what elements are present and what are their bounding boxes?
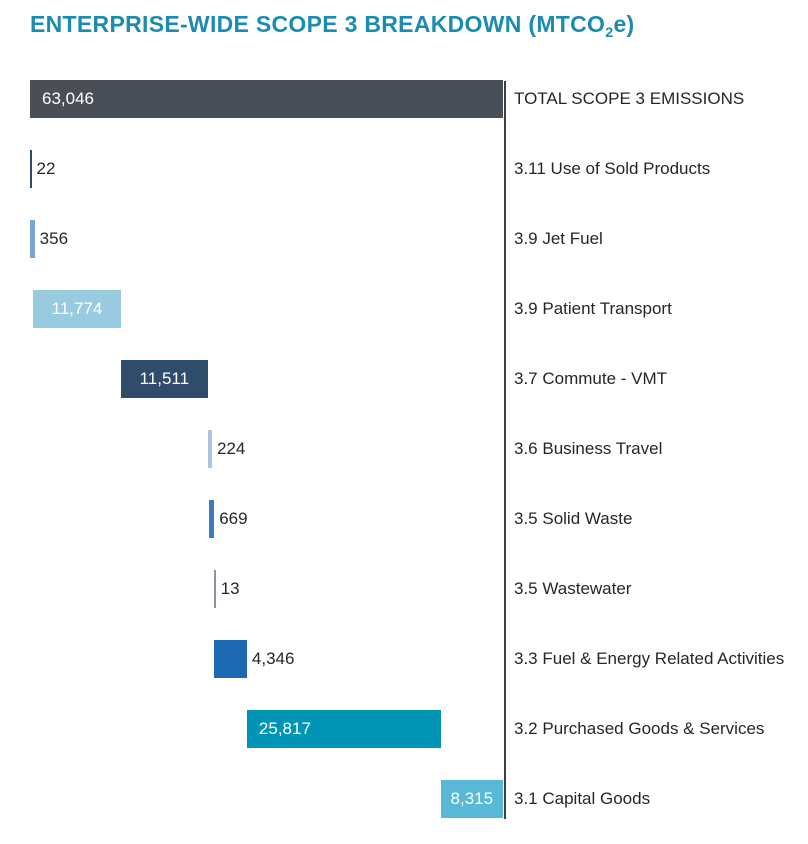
chart-title-text: ENTERPRISE-WIDE SCOPE 3 BREAKDOWN (MTCO: [30, 11, 606, 37]
category-label: 3.2 Purchased Goods & Services: [514, 719, 765, 738]
bar-value-label: 11,511: [139, 369, 190, 388]
waterfall-bar: [214, 570, 216, 608]
waterfall-bar: [30, 220, 35, 258]
axis-line: [504, 81, 506, 819]
bar-value-label: 13: [220, 579, 240, 598]
bar-value-label: 356: [39, 229, 69, 248]
category-label: 3.6 Business Travel: [514, 439, 663, 458]
category-label: 3.3 Fuel & Energy Related Activities: [514, 649, 785, 668]
chart-title: ENTERPRISE-WIDE SCOPE 3 BREAKDOWN (MTCO2…: [30, 11, 635, 41]
category-label: TOTAL SCOPE 3 EMISSIONS: [514, 89, 745, 108]
bar-value-label: 63,046: [42, 89, 94, 108]
bar-value-label: 224: [217, 439, 246, 458]
chart-title-subscript: 2: [605, 24, 614, 41]
total-bar: [30, 80, 503, 118]
waterfall-bar: [30, 150, 32, 188]
bar-value-label: 11,774: [51, 299, 103, 318]
category-label: 3.5 Solid Waste: [514, 509, 633, 528]
category-label: 3.1 Capital Goods: [514, 789, 651, 808]
bar-value-label: 25,817: [258, 719, 311, 738]
waterfall-bar: [209, 500, 215, 538]
chart-title-suffix: e): [613, 11, 635, 37]
bar-value-label: 8,315: [450, 789, 494, 808]
bar-value-label: 4,346: [251, 649, 295, 668]
category-label: 3.9 Jet Fuel: [514, 229, 603, 248]
bar-value-label: 669: [219, 509, 248, 528]
category-label: 3.7 Commute - VMT: [514, 369, 668, 388]
waterfall-bar: [246, 710, 441, 748]
category-label: 3.11 Use of Sold Products: [514, 159, 711, 178]
waterfall-chart: 63,046 TOTAL SCOPE 3 EMISSIONS 22 3.11 Use …: [0, 64, 808, 836]
waterfall-bar: [32, 290, 122, 328]
waterfall-bar: [207, 430, 213, 468]
waterfall-bar: [440, 780, 503, 818]
waterfall-bar: [121, 360, 208, 398]
category-label: 3.5 Wastewater: [514, 579, 632, 598]
waterfall-bar: [214, 640, 247, 678]
category-label: 3.9 Patient Transport: [514, 299, 672, 318]
bar-value-label: 22: [36, 159, 56, 178]
